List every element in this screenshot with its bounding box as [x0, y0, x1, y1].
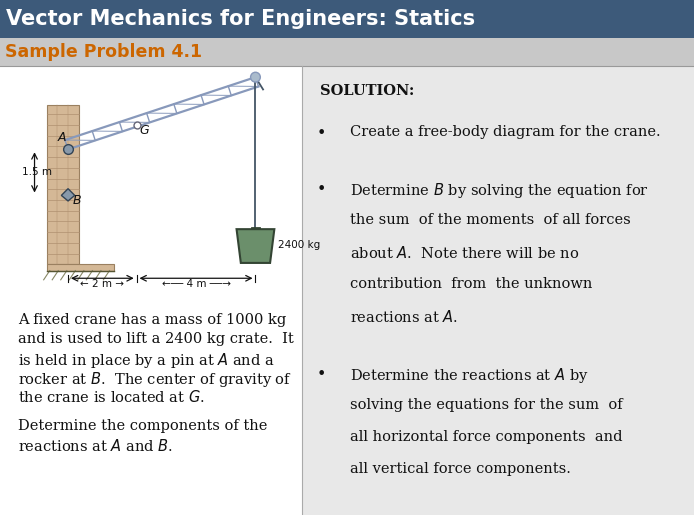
- Bar: [46, 105, 78, 265]
- Bar: [0, 0, 694, 38]
- Text: 2400 kg: 2400 kg: [278, 239, 321, 249]
- Text: A: A: [58, 131, 66, 144]
- Text: about $\it{A}$.  Note there will be no: about $\it{A}$. Note there will be no: [350, 245, 579, 261]
- Text: Create a free-body diagram for the crane.: Create a free-body diagram for the crane…: [350, 125, 661, 139]
- Text: 1.5 m: 1.5 m: [22, 167, 52, 177]
- Text: rocker at $\it{B}$.  The center of gravity of: rocker at $\it{B}$. The center of gravit…: [19, 370, 292, 389]
- Text: Sample Problem 4.1: Sample Problem 4.1: [5, 43, 202, 61]
- Text: all vertical force components.: all vertical force components.: [350, 461, 570, 475]
- Text: the sum  of the moments  of all forces: the sum of the moments of all forces: [350, 213, 631, 227]
- Text: Determine the components of the: Determine the components of the: [19, 419, 268, 433]
- Circle shape: [251, 72, 260, 82]
- Text: and is used to lift a 2400 kg crate.  It: and is used to lift a 2400 kg crate. It: [19, 332, 294, 346]
- Text: B: B: [73, 194, 81, 207]
- Text: ←── 4 m ──→: ←── 4 m ──→: [162, 279, 230, 289]
- Text: A fixed crane has a mass of 1000 kg: A fixed crane has a mass of 1000 kg: [19, 313, 287, 327]
- Text: SOLUTION:: SOLUTION:: [320, 84, 414, 98]
- Bar: [46, 265, 114, 270]
- Text: •: •: [316, 366, 325, 383]
- Text: reactions at $\it{A}$ and $\it{B}$.: reactions at $\it{A}$ and $\it{B}$.: [19, 438, 174, 454]
- Text: reactions at $\it{A}$.: reactions at $\it{A}$.: [350, 310, 458, 325]
- Text: •: •: [316, 181, 325, 198]
- Text: Determine $\it{B}$ by solving the equation for: Determine $\it{B}$ by solving the equati…: [350, 181, 649, 200]
- Bar: [0, 38, 694, 66]
- Text: all horizontal force components  and: all horizontal force components and: [350, 430, 623, 443]
- Bar: [302, 66, 694, 515]
- Text: G: G: [139, 125, 149, 138]
- Text: contribution  from  the unknown: contribution from the unknown: [350, 278, 592, 291]
- Text: is held in place by a pin at $\it{A}$ and a: is held in place by a pin at $\it{A}$ an…: [19, 351, 275, 370]
- Polygon shape: [61, 188, 75, 201]
- Polygon shape: [237, 229, 274, 263]
- Text: the crane is located at $\it{G}$.: the crane is located at $\it{G}$.: [19, 389, 205, 405]
- Text: Vector Mechanics for Engineers: Statics: Vector Mechanics for Engineers: Statics: [6, 9, 475, 29]
- Text: •: •: [316, 125, 325, 142]
- Text: ← 2 m →: ← 2 m →: [81, 279, 124, 289]
- Text: solving the equations for the sum  of: solving the equations for the sum of: [350, 398, 623, 411]
- Text: Determine the reactions at $\it{A}$ by: Determine the reactions at $\it{A}$ by: [350, 366, 589, 385]
